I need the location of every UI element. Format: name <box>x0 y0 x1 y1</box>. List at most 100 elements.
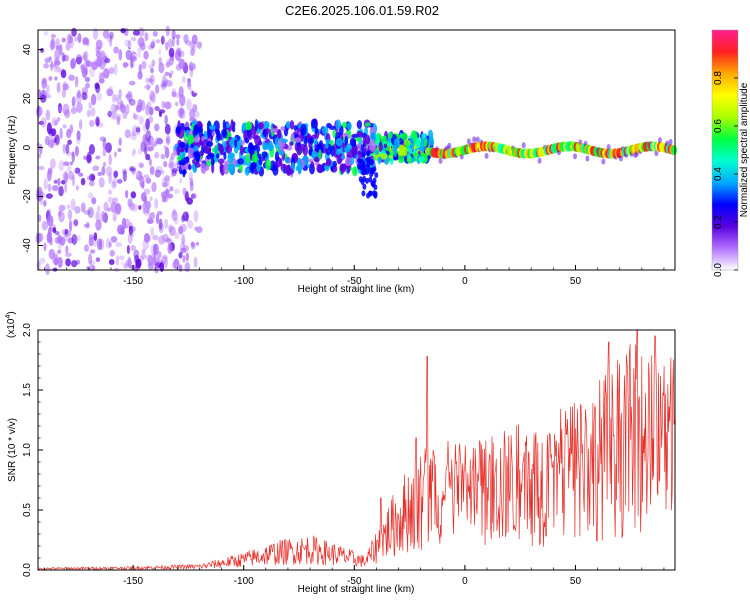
snr-x-tick-label: -100 <box>234 576 254 587</box>
spectrogram-cell <box>290 133 295 143</box>
spectrogram-cell <box>198 126 203 138</box>
spectrogram-cell <box>107 110 112 118</box>
spectrogram-cell <box>177 47 182 57</box>
spectrogram-cell <box>120 27 126 34</box>
spectrogram-cell <box>151 59 156 67</box>
spectrogram-cell <box>162 254 168 260</box>
spectrogram-cell <box>189 177 194 186</box>
spectrogram-cell <box>265 159 272 171</box>
spectrogram-cell <box>154 169 161 178</box>
spectrogram-cell <box>74 36 78 42</box>
spectrogram-cell <box>216 152 220 159</box>
spectrogram-cell <box>419 145 424 152</box>
spectrogram-cell <box>57 106 63 113</box>
spectrogram-cell <box>149 95 153 101</box>
spectrogram-cell <box>110 235 118 243</box>
spectrogram-cell <box>186 134 192 146</box>
spectrogram-cell <box>164 174 171 182</box>
colorbar-tick-label: 0.2 <box>713 215 724 229</box>
spectrogram-cell <box>447 142 452 149</box>
spectrogram-cell <box>46 214 54 227</box>
spectrogram-cell <box>194 162 201 168</box>
spectrogram-cell <box>43 63 49 69</box>
snr-y-tick-label: 0.0 <box>22 563 33 577</box>
spectrogram-cell <box>86 109 91 118</box>
spectrogram-cell <box>601 158 606 165</box>
spectrogram-cell <box>174 49 182 61</box>
spectrogram-cell <box>139 162 145 169</box>
spectrogram-cell <box>219 144 224 156</box>
spectrogram-cell <box>380 153 388 160</box>
spectrogram-cell <box>136 186 141 197</box>
spectrogram-cell <box>99 110 104 123</box>
colorbar-ticks: 0.0 0.2 0.4 0.6 0.8 <box>713 71 738 277</box>
spectrogram-cell <box>95 39 103 50</box>
spectrogram-cell <box>427 129 434 141</box>
spectrogram-cell <box>188 61 194 72</box>
spectrogram-cell <box>253 144 261 154</box>
spectrogram-cell <box>372 191 377 198</box>
spectrogram-cell <box>369 141 376 152</box>
spectrogram-cell <box>372 166 377 173</box>
spectrogram-cell <box>118 227 124 235</box>
spectrogram-cell <box>130 244 137 251</box>
spectrogram-cell <box>96 238 103 251</box>
spectrogram-cell <box>132 112 137 119</box>
spectrogram-cell <box>164 114 168 126</box>
spectrogram-cell <box>248 142 254 150</box>
spectrogram-cell <box>53 119 59 126</box>
spectrogram-cell <box>70 59 75 69</box>
spectrogram-cell <box>51 184 59 192</box>
spectrogram-cell <box>113 170 119 178</box>
spectrogram-cell <box>167 242 173 255</box>
spectrogram-cell <box>314 126 318 135</box>
spectrogram-cell <box>66 165 72 173</box>
spectrogram-cell <box>91 197 97 205</box>
spectrogram-cell <box>283 163 287 174</box>
spectrogram-cell <box>154 243 159 255</box>
spectrogram-cell <box>401 146 408 157</box>
spectrogram-cell <box>365 163 370 170</box>
spectrogram-cell <box>38 214 42 222</box>
spectrogram-cell <box>378 141 383 153</box>
spectrogram-cell <box>129 167 136 172</box>
spectrogram-cell <box>141 248 146 255</box>
spectrogram-cell <box>50 128 57 137</box>
spectrogram-cell <box>324 142 329 149</box>
spectrogram-cell <box>216 129 221 142</box>
spectrogram-cell <box>43 242 47 252</box>
spectrogram-cell <box>344 135 348 146</box>
spectrogram-cell <box>74 206 81 214</box>
spectrogram-cell <box>274 151 280 162</box>
spectrogram-cell <box>143 195 148 205</box>
spectrogram-cell <box>47 148 53 156</box>
spectrogram-cell <box>47 139 55 148</box>
spectrogram-cell <box>170 152 175 161</box>
spectrogram-cell <box>316 144 323 151</box>
spectrogram-cell <box>114 94 120 102</box>
spectrogram-cell <box>150 91 157 104</box>
spectrogram-cell <box>108 172 112 185</box>
spectrogram-cell <box>155 257 161 266</box>
spectrogram-cell <box>74 145 79 157</box>
spectrogram-cell <box>151 143 155 150</box>
spectrogram-cell <box>206 141 214 147</box>
spectrogram-cell <box>153 123 160 132</box>
spectrogram-cell <box>438 157 443 164</box>
spectrogram-cell <box>361 151 366 158</box>
spectrogram-cell <box>109 35 113 48</box>
spectrogram-cell <box>165 41 169 51</box>
spectrogram-y-tick-label: 40 <box>22 44 33 56</box>
spectrogram-cell <box>64 182 68 194</box>
spectrogram-cell <box>173 218 179 225</box>
spectrogram-cell <box>188 164 192 171</box>
spectrogram-cell <box>160 35 165 45</box>
spectrogram-cell <box>86 154 92 164</box>
spectrogram-cell <box>57 256 63 269</box>
spectrogram-cell <box>234 139 238 148</box>
spectrogram-cell <box>164 218 169 230</box>
spectrogram-cell <box>53 138 57 144</box>
spectrogram-cell <box>163 160 168 168</box>
snr-y-tick-label: 0.5 <box>22 503 33 517</box>
